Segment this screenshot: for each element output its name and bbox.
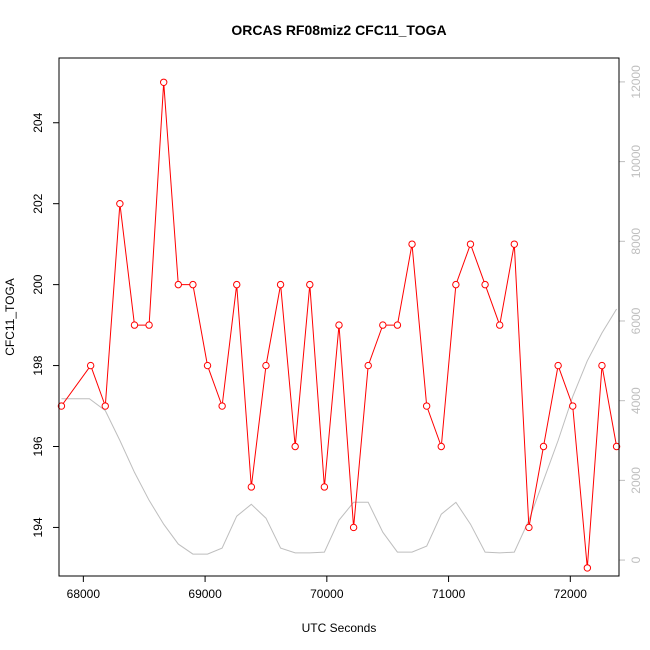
primary-series-point: [247, 483, 256, 491]
primary-series-point: [437, 442, 445, 451]
x-axis: 68000 69000 70000 71000 72000: [67, 575, 588, 601]
left-y-axis: 194 196 198 200 202 204: [31, 112, 60, 537]
primary-series-point: [539, 442, 548, 451]
chart-title: ORCAS RF08miz2 CFC11_TOGA: [231, 22, 446, 38]
primary-series-point: [408, 240, 416, 248]
left-axis-tick-label: 200: [31, 274, 45, 294]
primary-series-point: [174, 280, 183, 289]
primary-series-line: [60, 82, 618, 568]
left-axis-tick-label: 194: [31, 517, 45, 537]
primary-series-point: [86, 361, 95, 370]
primary-series-point: [57, 402, 66, 410]
left-axis-tick-label: 196: [31, 436, 45, 456]
primary-series-point: [116, 199, 124, 208]
left-axis-tick-label: 204: [31, 112, 45, 132]
primary-series-point: [101, 402, 109, 410]
primary-series-point: [495, 321, 504, 329]
right-axis-tick-label: 10000: [629, 145, 643, 179]
primary-series-point: [393, 321, 402, 329]
primary-series-point: [145, 321, 153, 329]
x-axis-tick-label: 69000: [188, 587, 222, 601]
x-axis-tick-label: 72000: [554, 587, 588, 601]
primary-series-point: [379, 321, 387, 329]
left-axis-tick-label: 202: [31, 193, 45, 213]
x-axis-tick-label: 71000: [432, 587, 466, 601]
right-axis-tick-label: 6000: [629, 307, 643, 334]
x-axis-tick-label: 70000: [310, 587, 344, 601]
right-axis-tick-label: 12000: [629, 65, 643, 99]
right-axis-tick-label: 0: [629, 556, 643, 563]
right-axis-tick-label: 8000: [629, 228, 643, 255]
primary-series-point: [598, 361, 606, 370]
primary-series-point: [349, 523, 358, 532]
primary-series-point: [510, 240, 519, 248]
primary-series-point: [554, 361, 562, 370]
primary-series-point: [422, 402, 431, 410]
plot-frame: [58, 57, 620, 577]
right-axis-tick-label: 2000: [629, 467, 643, 494]
primary-series-point: [306, 280, 314, 289]
primary-series-point: [335, 321, 343, 329]
primary-series-point: [203, 361, 212, 370]
primary-series-point: [569, 402, 577, 410]
primary-series-point: [612, 442, 621, 451]
primary-series-point: [233, 280, 241, 289]
primary-series-point: [583, 564, 592, 572]
primary-series-point: [364, 361, 372, 370]
primary-series-point: [525, 523, 533, 532]
plot-series: [57, 78, 621, 572]
primary-series-point: [218, 402, 226, 410]
primary-series-point: [481, 280, 489, 289]
right-y-axis: 0 2000 4000 6000 8000 10000 12000: [618, 65, 643, 563]
primary-series-point: [320, 483, 329, 491]
primary-series-point: [291, 442, 299, 451]
secondary-series-line: [61, 308, 618, 555]
primary-series-point: [466, 240, 475, 248]
y-axis-label: CFC11_TOGA: [3, 278, 17, 356]
x-axis-label: UTC Seconds: [302, 621, 377, 635]
x-axis-tick-label: 68000: [67, 587, 101, 601]
primary-series-point: [276, 280, 285, 289]
primary-series-point: [452, 280, 460, 289]
primary-series-point: [262, 361, 270, 370]
primary-series-point: [189, 280, 197, 289]
primary-series-point: [130, 321, 139, 329]
right-axis-tick-label: 4000: [629, 387, 643, 414]
primary-series-point: [159, 78, 168, 86]
left-axis-tick-label: 198: [31, 355, 45, 375]
